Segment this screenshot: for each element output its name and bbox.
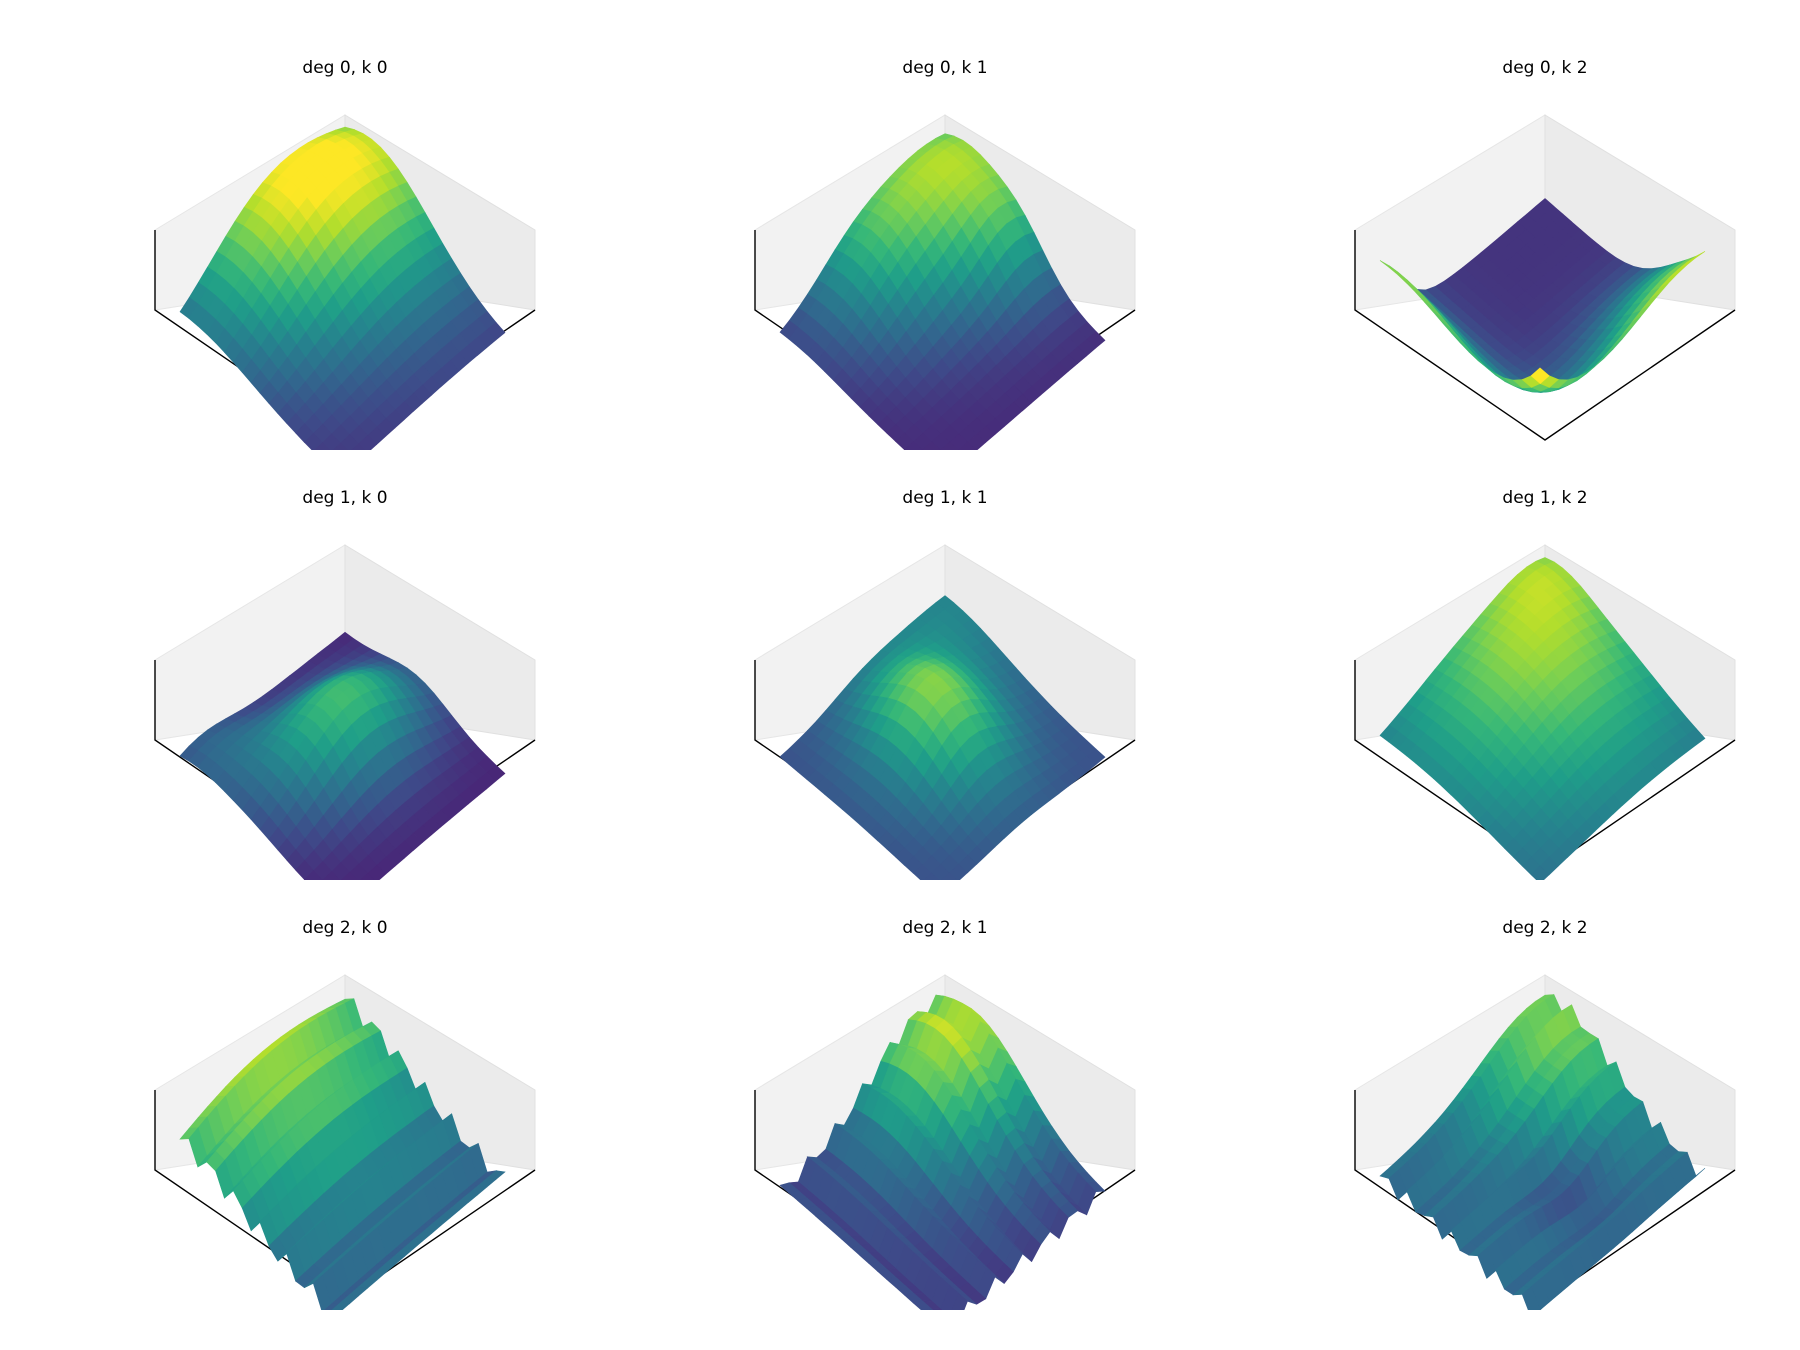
surface-patch [940, 441, 959, 450]
surface-plot [154, 974, 536, 1310]
surface-plot [754, 974, 1136, 1310]
subplot-title: deg 1, k 0 [302, 488, 388, 508]
axis-lines [1354, 1090, 1736, 1301]
surface-patch [1530, 865, 1550, 880]
surface-patch [303, 870, 323, 880]
surface-patch [958, 441, 977, 450]
surface-patch [1538, 1300, 1550, 1310]
surface-patch [924, 1308, 934, 1310]
surface-patch [922, 441, 942, 450]
surface-subplot: deg 0, k 0 [45, 0, 645, 450]
surface-patch [1530, 367, 1550, 384]
surface-subplot: deg 0, k 2 [1245, 0, 1800, 450]
surface-patch [948, 863, 968, 880]
subplot-title: deg 2, k 2 [1502, 918, 1588, 938]
surface-patch [340, 434, 360, 450]
surface-plot [154, 544, 536, 880]
surface-patch [930, 1308, 943, 1310]
subplot-title: deg 0, k 1 [902, 58, 988, 78]
surface-patch [312, 1274, 332, 1310]
subplot-title: deg 1, k 1 [902, 488, 988, 508]
surface-subplot: deg 2, k 0 [45, 860, 645, 1310]
subplot-title: deg 0, k 2 [1502, 58, 1588, 78]
surface-plot [1354, 974, 1736, 1310]
surface-patch [367, 864, 387, 880]
surface-patch [903, 441, 923, 450]
surface-patch [912, 864, 932, 880]
surface-subplot: deg 1, k 1 [645, 430, 1245, 880]
surface-plot [154, 114, 536, 450]
surface-patch [349, 863, 369, 880]
surface-subplot: deg 1, k 2 [1245, 430, 1800, 880]
surface-patch [923, 872, 940, 880]
surface-patch [351, 443, 366, 450]
surface-subplot: deg 0, k 1 [645, 0, 1245, 450]
subplot-title: deg 1, k 2 [1502, 488, 1588, 508]
surface-patch [331, 862, 351, 880]
surface-patch [322, 871, 341, 880]
surface-patch [940, 1284, 959, 1310]
surface-patch [930, 863, 950, 880]
surface-patch [322, 433, 342, 450]
axis-lines [154, 1090, 536, 1301]
surface-subplot: deg 2, k 1 [645, 860, 1245, 1310]
axis-lines [1354, 660, 1736, 871]
subplot-title: deg 2, k 0 [302, 918, 388, 938]
surface-patch [941, 872, 958, 880]
surface-plot [754, 544, 1136, 880]
surface-subplot: deg 2, k 2 [1245, 860, 1800, 1310]
surface-patch [314, 442, 331, 450]
surface-patch [332, 442, 348, 450]
surface-patch [359, 872, 375, 880]
surface-plot [1354, 544, 1736, 880]
surface-patch [912, 1300, 933, 1310]
surface-patch [341, 872, 358, 880]
surface-patch [324, 1302, 342, 1310]
surface-plot [1354, 114, 1736, 441]
axis-lines [1354, 230, 1736, 441]
surface-patch [1521, 1286, 1541, 1310]
surface-patch [951, 1292, 968, 1310]
surface-patch [303, 432, 323, 450]
subplot-title: deg 2, k 1 [902, 918, 988, 938]
surface-patch [358, 434, 378, 450]
surface-patch [331, 1302, 350, 1310]
surface-subplot: deg 1, k 0 [45, 430, 645, 880]
surface-plot [754, 114, 1136, 450]
subplot-title: deg 0, k 0 [302, 58, 388, 78]
